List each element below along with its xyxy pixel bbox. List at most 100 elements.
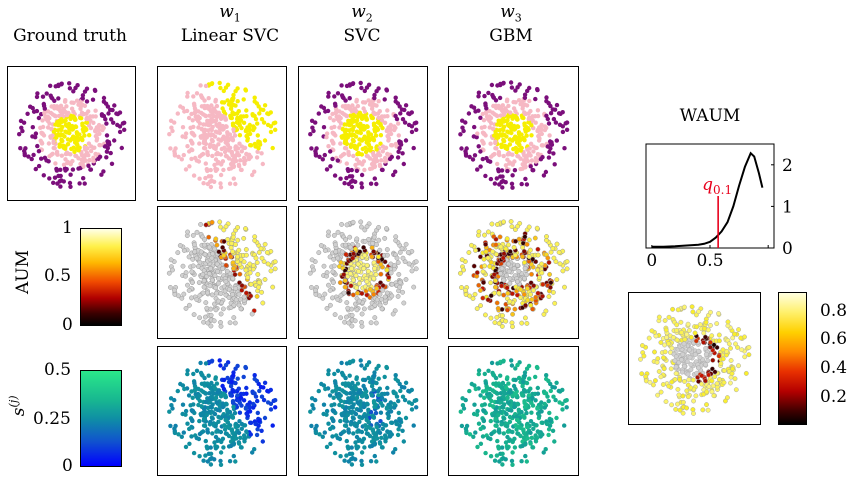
scatter-point	[390, 311, 396, 317]
scatter-point	[535, 429, 540, 434]
scatter-point	[189, 130, 194, 135]
scatter-point	[221, 88, 226, 94]
scatter-point	[261, 120, 267, 125]
scatter-point	[223, 124, 229, 129]
scatter-point	[313, 153, 319, 158]
scatter-point	[403, 241, 409, 247]
scatter-point	[401, 161, 406, 167]
scatter-point	[93, 114, 98, 119]
scatter-point	[545, 255, 551, 261]
scatter-point	[331, 232, 337, 238]
scatter-point	[396, 133, 401, 138]
scatter-point	[503, 107, 509, 112]
scatter-point	[542, 124, 548, 129]
aum-axis-label: AUM	[13, 250, 33, 295]
scatter-point	[374, 181, 379, 187]
scatter-point	[253, 116, 259, 122]
scatter-point	[333, 110, 338, 115]
scatter-point	[214, 429, 219, 434]
scatter-point	[373, 133, 379, 138]
scatter-point	[209, 255, 215, 261]
scatter-point	[80, 93, 86, 98]
scatter-point	[362, 377, 368, 383]
scatter-point	[61, 179, 66, 184]
scatter-point	[40, 94, 46, 99]
scatter-point	[395, 293, 401, 299]
scatter-point	[394, 394, 400, 399]
scatter-point	[497, 182, 502, 187]
scatter-point	[384, 406, 390, 411]
scatter-point	[235, 99, 240, 104]
scatter-point	[515, 223, 521, 229]
scatter-point	[483, 103, 488, 108]
scatter-point	[533, 156, 538, 161]
scatter-point	[217, 358, 222, 363]
scatter-point	[67, 86, 73, 91]
scatter-point	[89, 144, 94, 149]
scatter-point	[499, 127, 505, 132]
scatter-point	[359, 323, 365, 329]
scatter-point	[515, 153, 520, 159]
scatter-point	[369, 115, 374, 120]
scatter-point	[460, 125, 465, 130]
scatter-point	[308, 409, 313, 414]
scatter-point	[185, 90, 190, 96]
scatter-point	[501, 138, 506, 144]
scatter-point	[384, 364, 389, 370]
scatter-point	[728, 345, 733, 351]
scatter-point	[80, 137, 85, 142]
scatter-point	[362, 239, 368, 244]
scatter-point	[168, 423, 173, 429]
scatter-point	[362, 227, 368, 233]
scatter-point	[265, 388, 270, 394]
scatter-point	[106, 141, 111, 146]
scatter-point	[351, 138, 356, 144]
scatter-point	[342, 319, 348, 325]
scatter-point	[205, 181, 210, 187]
scatter-point	[488, 259, 494, 265]
scatter-point	[265, 261, 271, 267]
scatter-point	[472, 124, 477, 130]
scatter-point	[210, 112, 215, 118]
scatter-point	[359, 450, 365, 455]
scatter-point	[386, 413, 391, 419]
scatter-point	[496, 167, 501, 172]
scatter-point	[268, 110, 273, 115]
scatter-point	[537, 413, 542, 419]
scatter-point	[701, 339, 706, 345]
scatter-point	[371, 399, 377, 404]
scatter-point	[183, 412, 188, 417]
scatter-point	[506, 268, 512, 274]
scatter-point	[76, 148, 81, 153]
scatter-point	[326, 229, 332, 235]
scatter-point	[523, 453, 528, 459]
scatter-point	[36, 163, 42, 169]
scatter-point	[493, 417, 498, 422]
scatter-point	[513, 88, 518, 93]
scatter-point	[232, 133, 238, 138]
scatter-point	[186, 287, 192, 293]
scatter-point	[393, 169, 398, 174]
scatter-point	[716, 311, 722, 316]
scatter-point	[531, 426, 536, 431]
scatter-point	[330, 434, 335, 439]
scatter-point	[367, 286, 373, 292]
scatter-point	[372, 315, 378, 321]
scatter-point	[364, 362, 370, 368]
scatter-point	[50, 151, 55, 156]
scatter-point	[111, 120, 116, 125]
scatter-point	[554, 241, 560, 247]
scatter-point	[378, 419, 383, 424]
scatter-point	[256, 146, 261, 151]
scatter-point	[202, 390, 208, 396]
scatter-point	[248, 420, 254, 425]
scatter-point	[235, 363, 240, 369]
scatter-point	[696, 348, 702, 354]
scatter-point	[59, 81, 64, 86]
scatter-point	[243, 267, 249, 273]
scatter-point	[324, 444, 330, 450]
scatter-point	[194, 368, 200, 373]
scatter-point	[68, 152, 73, 157]
scatter-point	[494, 222, 500, 227]
scatter-point	[232, 320, 238, 326]
